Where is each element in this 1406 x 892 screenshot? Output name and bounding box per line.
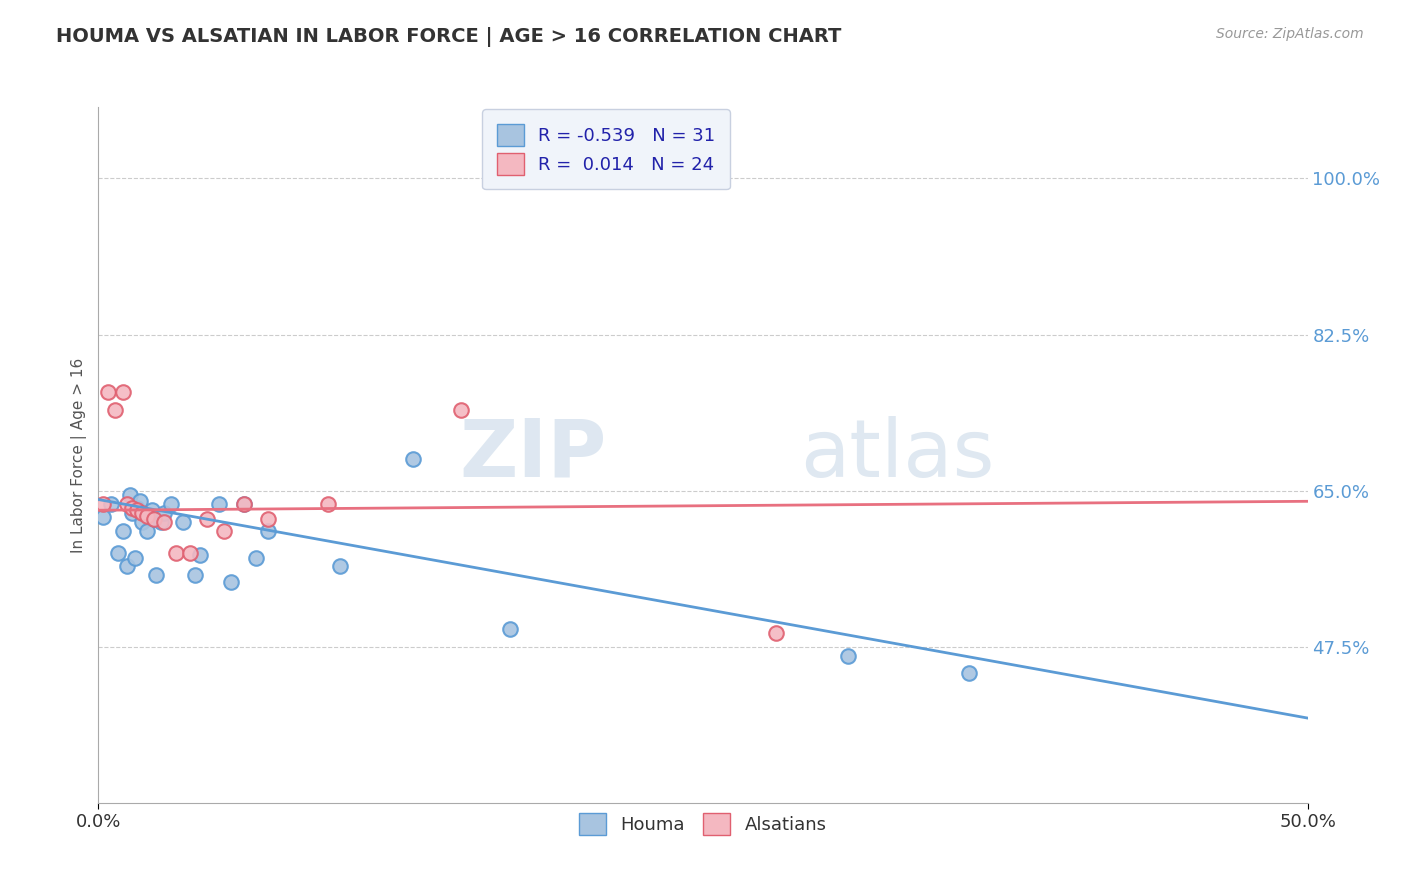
Point	[165, 546, 187, 560]
Point	[91, 497, 114, 511]
Point	[316, 497, 339, 511]
Point	[131, 506, 153, 520]
Point	[117, 497, 139, 511]
Text: HOUMA VS ALSATIAN IN LABOR FORCE | AGE > 16 CORRELATION CHART: HOUMA VS ALSATIAN IN LABOR FORCE | AGE >…	[56, 27, 842, 46]
Point	[245, 550, 267, 565]
Point	[150, 515, 173, 529]
Point	[145, 568, 167, 582]
Point	[121, 506, 143, 520]
Text: atlas: atlas	[800, 416, 994, 494]
Point	[172, 515, 194, 529]
Text: Source: ZipAtlas.com: Source: ZipAtlas.com	[1216, 27, 1364, 41]
Point	[127, 503, 149, 517]
Point	[498, 622, 520, 636]
Point	[152, 515, 174, 529]
Point	[135, 524, 157, 538]
Point	[957, 666, 980, 681]
Point	[329, 559, 352, 574]
Point	[188, 548, 211, 562]
Text: ZIP: ZIP	[458, 416, 606, 494]
Point	[104, 403, 127, 417]
Point	[195, 512, 218, 526]
Point	[91, 510, 114, 524]
Point	[232, 497, 254, 511]
Point	[97, 385, 120, 400]
Point	[121, 501, 143, 516]
Point	[100, 497, 122, 511]
Point	[256, 524, 278, 538]
Point	[179, 546, 201, 560]
Point	[221, 574, 243, 589]
Point	[117, 559, 139, 574]
Point	[450, 403, 472, 417]
Y-axis label: In Labor Force | Age > 16: In Labor Force | Age > 16	[72, 358, 87, 552]
Point	[765, 626, 787, 640]
Point	[837, 648, 859, 663]
Point	[184, 568, 207, 582]
Point	[111, 385, 134, 400]
Point	[124, 550, 146, 565]
Point	[135, 508, 157, 523]
Point	[212, 524, 235, 538]
Point	[107, 546, 129, 560]
Point	[111, 524, 134, 538]
Point	[160, 497, 183, 511]
Point	[143, 512, 166, 526]
Point	[141, 503, 163, 517]
Point	[208, 497, 231, 511]
Point	[118, 488, 141, 502]
Point	[256, 512, 278, 526]
Point	[131, 515, 153, 529]
Legend: Houma, Alsatians: Houma, Alsatians	[572, 806, 834, 842]
Point	[152, 506, 174, 520]
Point	[402, 452, 425, 467]
Point	[127, 501, 149, 516]
Point	[232, 497, 254, 511]
Point	[128, 494, 150, 508]
Point	[143, 512, 166, 526]
